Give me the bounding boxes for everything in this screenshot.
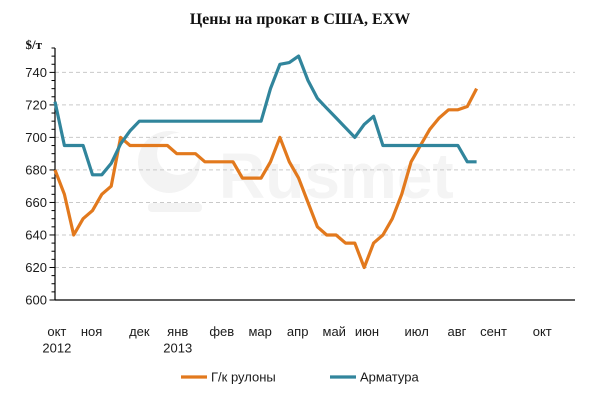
month-label: сент — [480, 324, 507, 339]
chart-title: Цены на прокат в США, EXW — [190, 11, 411, 28]
watermark-text: Rusmet — [219, 140, 454, 212]
month-label: ноя — [81, 324, 102, 339]
y-tick-label: 740 — [25, 65, 47, 80]
watermark-logo: Rusmet — [138, 131, 454, 212]
y-tick-label: 700 — [25, 130, 47, 145]
month-label: янв — [167, 324, 188, 339]
watermark-bar — [148, 203, 202, 212]
legend: Г/к рулоны Арматура — [181, 370, 419, 385]
month-label: окт — [47, 324, 66, 339]
month-label: авг — [448, 324, 467, 339]
tick-layer — [49, 47, 55, 301]
grid-layer — [55, 71, 575, 268]
y-tick-label: 660 — [25, 195, 47, 210]
legend-label-hot-rolled: Г/к рулоны — [211, 370, 276, 385]
y-tick-label: 680 — [25, 162, 47, 177]
y-tick-label: 640 — [25, 227, 47, 242]
month-label: дек — [129, 324, 150, 339]
year-label: 2013 — [163, 341, 192, 356]
y-axis-unit-label: $/т — [26, 37, 43, 52]
y-tick-label: 600 — [25, 293, 47, 308]
y-tick-label: 720 — [25, 97, 47, 112]
series-line-hot-rolled-coils — [53, 87, 479, 270]
year-label: 2012 — [42, 341, 71, 356]
month-label: апр — [287, 324, 309, 339]
series-line-rebar — [53, 54, 477, 177]
month-label: июл — [405, 324, 429, 339]
y-tick-label: 620 — [25, 260, 47, 275]
series-layer — [53, 54, 479, 270]
month-label: июн — [355, 324, 379, 339]
month-label: май — [323, 324, 346, 339]
month-label: фев — [209, 324, 234, 339]
month-label: мар — [248, 324, 271, 339]
legend-label-rebar: Арматура — [360, 370, 419, 385]
month-label: окт — [533, 324, 552, 339]
